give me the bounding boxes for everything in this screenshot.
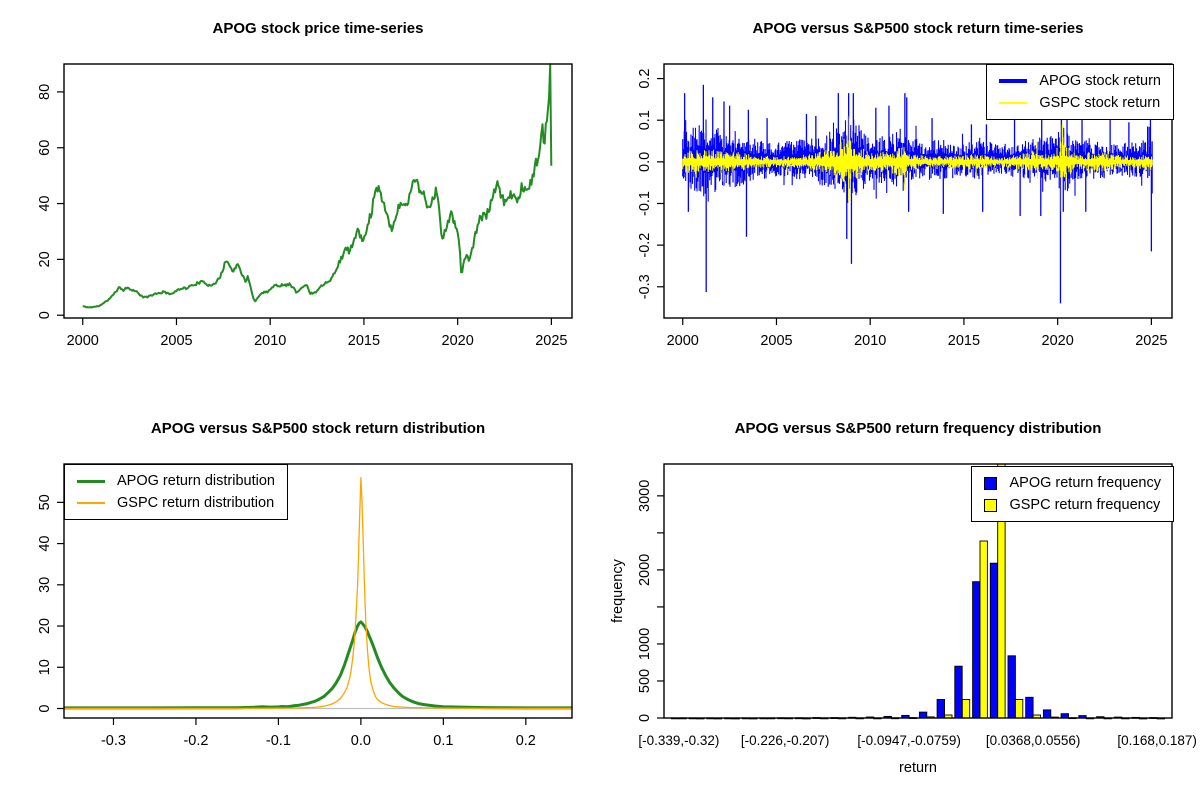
legend-label: GSPC return distribution (117, 495, 275, 511)
svg-text:3000: 3000 (637, 480, 653, 512)
chart-title-price: APOG stock price time-series (212, 20, 424, 37)
svg-text:30: 30 (37, 577, 53, 593)
svg-text:0.2: 0.2 (637, 68, 653, 88)
apog-return-line-swatch (999, 79, 1028, 83)
svg-text:80: 80 (37, 84, 53, 100)
panel-return-distribution: -0.3 -0.2 -0.1 0.0 0.1 0.2 0 10 20 30 40 50 APOG ve… (0, 400, 600, 800)
svg-text:0: 0 (37, 311, 53, 319)
legend-label: APOG stock return (1039, 73, 1161, 89)
apog-frequency-square-swatch (984, 476, 998, 490)
svg-text:40: 40 (37, 195, 53, 211)
svg-text:0: 0 (637, 714, 653, 722)
svg-text:[0.168,0.187): [0.168,0.187) (1117, 733, 1197, 748)
gspc-distribution-line-swatch (77, 502, 105, 504)
x-axis-label-return: return (899, 760, 937, 776)
svg-text:0.0: 0.0 (637, 152, 653, 172)
chart-title-distribution: APOG versus S&P500 stock return distribu… (150, 420, 486, 437)
svg-text:[-0.226,-0.207): [-0.226,-0.207) (741, 733, 830, 748)
gspc-frequency-square-swatch (984, 498, 998, 512)
panel-return-timeseries: 2000 2005 2010 2015 2020 2025 0.2 0.1 0.0 -0.1 -0.… (600, 0, 1200, 400)
return-distribution-chart: -0.3 -0.2 -0.1 0.0 0.1 0.2 0 10 20 30 40 50 (37, 463, 573, 749)
panel-return-frequency: [-0.339,-0.32) [-0.226,-0.207) [-0.0947,-0… (600, 400, 1200, 800)
svg-text:2020: 2020 (1042, 333, 1074, 349)
svg-text:2025: 2025 (535, 333, 567, 349)
svg-text:2010: 2010 (854, 333, 886, 349)
svg-text:2000: 2000 (667, 333, 699, 349)
svg-text:-0.1: -0.1 (637, 191, 653, 216)
svg-text:0: 0 (37, 704, 53, 712)
svg-text:60: 60 (37, 140, 53, 156)
svg-text:-0.1: -0.1 (266, 733, 291, 749)
legend-item-gspc-return: GSPC stock return (999, 92, 1161, 114)
svg-text:[0.0368,0.0556): [0.0368,0.0556) (986, 733, 1081, 748)
svg-text:2000: 2000 (637, 554, 653, 586)
svg-text:0.0: 0.0 (351, 733, 371, 749)
svg-text:0.1: 0.1 (637, 110, 653, 130)
svg-text:50: 50 (37, 494, 53, 510)
legend-label: APOG return frequency (1009, 475, 1161, 491)
svg-text:20: 20 (37, 618, 53, 634)
svg-text:500: 500 (637, 669, 653, 693)
svg-text:2015: 2015 (948, 333, 980, 349)
legend-label: GSPC return frequency (1009, 497, 1161, 513)
legend-returns: APOG stock return GSPC stock return (986, 64, 1174, 120)
svg-text:[-0.339,-0.32): [-0.339,-0.32) (638, 733, 719, 748)
return-frequency-chart: [-0.339,-0.32) [-0.226,-0.207) [-0.0947,-0… (637, 463, 1197, 748)
legend-label: GSPC stock return (1039, 95, 1161, 111)
svg-text:0.2: 0.2 (516, 733, 536, 749)
svg-text:2005: 2005 (760, 333, 792, 349)
legend-label: APOG return distribution (117, 473, 275, 489)
legend-item-apog-distribution: APOG return distribution (77, 470, 275, 492)
svg-text:40: 40 (37, 536, 53, 552)
gspc-return-line-swatch (999, 102, 1028, 104)
y-axis-label-frequency: frequency (610, 559, 626, 623)
chart-title-returns: APOG versus S&P500 stock return time-ser… (752, 20, 1084, 37)
svg-text:-0.3: -0.3 (101, 733, 126, 749)
svg-text:[-0.0947,-0.0759): [-0.0947,-0.0759) (857, 733, 961, 748)
svg-text:2025: 2025 (1135, 333, 1167, 349)
svg-text:0.1: 0.1 (433, 733, 453, 749)
legend-item-gspc-frequency: GSPC return frequency (984, 494, 1161, 516)
svg-text:2000: 2000 (67, 333, 99, 349)
svg-text:-0.2: -0.2 (637, 233, 653, 258)
panel-price-timeseries: 2000 2005 2010 2015 2020 2025 0 20 40 60 80 APOG s… (0, 0, 600, 400)
svg-text:2005: 2005 (160, 333, 192, 349)
svg-text:-0.2: -0.2 (183, 733, 208, 749)
legend-frequency: APOG return frequency GSPC return freque… (971, 466, 1174, 522)
svg-text:2020: 2020 (442, 333, 474, 349)
apog-distribution-line-swatch (77, 479, 105, 483)
svg-text:2010: 2010 (254, 333, 286, 349)
return-timeseries-chart: 2000 2005 2010 2015 2020 2025 0.2 0.1 0.0 -0.1 -0.… (637, 63, 1173, 349)
price-timeseries-chart: 2000 2005 2010 2015 2020 2025 0 20 40 60 80 (37, 63, 573, 349)
legend-distribution: APOG return distribution GSPC return dis… (64, 464, 288, 520)
svg-text:10: 10 (37, 659, 53, 675)
legend-item-gspc-distribution: GSPC return distribution (77, 492, 275, 514)
svg-text:-0.3: -0.3 (637, 274, 653, 299)
legend-item-apog-return: APOG stock return (999, 70, 1161, 92)
svg-text:20: 20 (37, 251, 53, 267)
svg-text:2015: 2015 (348, 333, 380, 349)
chart-title-frequency: APOG versus S&P500 return frequency dist… (734, 420, 1102, 437)
svg-text:1000: 1000 (637, 628, 653, 660)
legend-item-apog-frequency: APOG return frequency (984, 472, 1161, 494)
